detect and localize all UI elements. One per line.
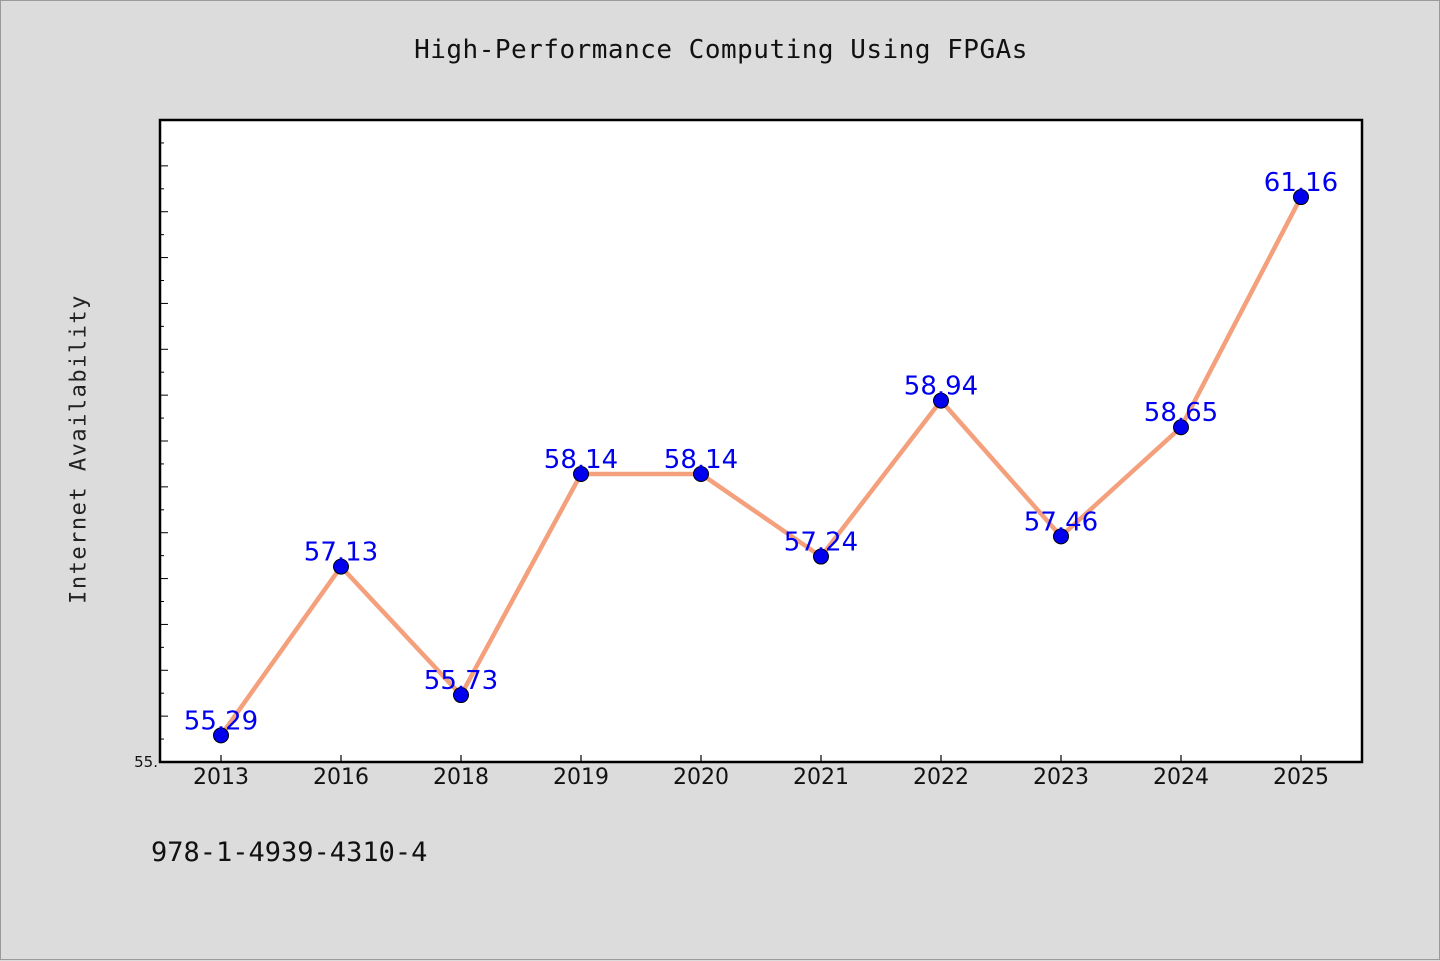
data-label: 55.73 <box>424 666 498 696</box>
data-point <box>213 727 229 744</box>
x-tick-label: 2024 <box>1153 765 1209 790</box>
data-point <box>333 558 349 575</box>
x-tick-label: 2019 <box>553 765 609 790</box>
x-tick-label: 2016 <box>313 765 369 790</box>
data-label: 58.14 <box>664 445 738 475</box>
x-tick-label: 2018 <box>433 765 489 790</box>
data-point <box>1293 189 1309 206</box>
data-label: 58.65 <box>1144 398 1218 428</box>
x-tick-label: 2022 <box>913 765 969 790</box>
x-tick-label: 2023 <box>1033 765 1089 790</box>
data-label: 57.24 <box>784 528 858 558</box>
data-point <box>453 687 469 704</box>
data-label: 57.13 <box>304 538 378 568</box>
data-point <box>813 548 829 565</box>
data-label: 58.94 <box>904 372 978 402</box>
data-label: 61.16 <box>1264 168 1338 198</box>
y-tick-label: 55. <box>134 753 158 771</box>
data-point <box>933 392 949 409</box>
data-point <box>1053 528 1069 545</box>
data-label: 58.14 <box>544 445 618 475</box>
x-tick-label: 2020 <box>673 765 729 790</box>
data-label: 57.46 <box>1024 507 1098 537</box>
data-point <box>573 466 589 483</box>
x-tick-label: 2021 <box>793 765 849 790</box>
series-line <box>218 194 1304 738</box>
data-label: 55.29 <box>184 706 258 736</box>
isbn-text: 978-1-4939-4310-4 <box>151 837 428 868</box>
plot-area <box>158 118 1364 764</box>
data-point <box>1173 419 1189 436</box>
chart-title: High-Performance Computing Using FPGAs <box>414 35 1028 65</box>
data-point <box>693 466 709 483</box>
x-tick-label: 2025 <box>1273 765 1329 790</box>
x-tick-label: 2013 <box>193 765 249 790</box>
